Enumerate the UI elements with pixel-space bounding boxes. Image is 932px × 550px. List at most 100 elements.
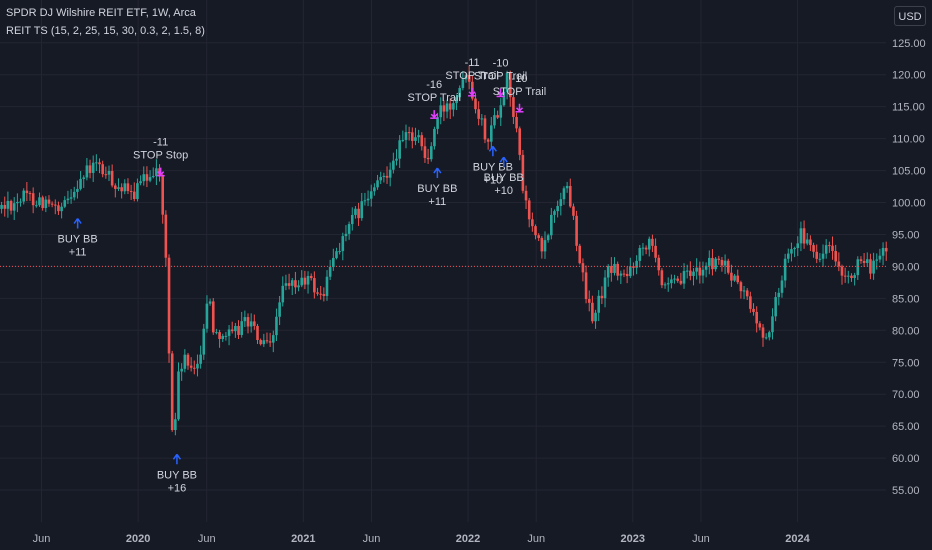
candle-body <box>196 363 199 369</box>
candle-body <box>701 269 705 276</box>
candle-body <box>455 97 458 104</box>
candle-body <box>872 260 875 274</box>
time-axis[interactable]: Jun 2020 Jun 2021 Jun 2022 Jun 2023 Jun 2024 <box>33 533 811 545</box>
candle-body <box>556 206 559 212</box>
candle-body <box>610 266 613 273</box>
candle-body <box>512 97 515 118</box>
candle-body <box>629 266 632 277</box>
price-tick-label: 70.00 <box>892 389 920 401</box>
buy-arrow-icon <box>73 218 82 229</box>
candle-body <box>151 175 155 178</box>
buy-arrow-icon <box>433 167 442 179</box>
buy-arrow-icon <box>488 145 497 157</box>
candle-body <box>322 294 326 296</box>
candle-body <box>344 233 348 237</box>
candle-body <box>850 275 853 278</box>
candle-body <box>120 187 123 192</box>
candle-body <box>53 204 57 206</box>
candle-body <box>148 177 152 181</box>
candle-body <box>379 177 383 181</box>
candle-body <box>805 239 809 244</box>
candle-body <box>281 285 285 303</box>
candle-body <box>613 263 616 273</box>
candle-body <box>215 332 218 334</box>
candle-body <box>859 259 863 261</box>
candle-body <box>237 325 240 335</box>
candle-body <box>243 317 247 322</box>
candle-body <box>50 203 54 205</box>
price-tick-label: 110.00 <box>892 134 925 146</box>
currency-button[interactable]: USD <box>894 6 926 26</box>
candle-body <box>28 193 32 195</box>
candle-body <box>856 259 860 276</box>
candle-body <box>22 190 25 202</box>
symbol-title[interactable]: SPDR DJ Wilshire REIT ETF, 1W, Arca <box>6 7 196 19</box>
candle-body <box>591 302 594 322</box>
candle-body <box>553 211 556 215</box>
candle-body <box>638 247 642 261</box>
candle-body <box>575 215 578 246</box>
candle-body <box>436 117 439 129</box>
candle-body <box>0 204 3 209</box>
price-axis[interactable]: 55.00 60.00 65.00 70.00 75.00 80.00 85.00 90.00… <box>892 38 926 497</box>
candle-body <box>695 267 698 272</box>
candle-body <box>442 105 446 112</box>
candle-body <box>682 271 686 284</box>
candle-body <box>136 183 139 200</box>
indicator-legend[interactable]: REIT TS (15, 2, 25, 15, 30, 0.3, 2, 1.5,… <box>6 25 205 37</box>
candle-body <box>474 98 477 110</box>
candle-body <box>332 257 335 268</box>
candle-body <box>884 247 888 252</box>
candle-body <box>221 335 225 339</box>
candle-body <box>202 328 206 355</box>
candle-body <box>534 226 537 236</box>
candle-body <box>840 266 844 276</box>
candle-body <box>3 204 7 209</box>
time-tick-label: 2021 <box>291 533 315 545</box>
candle-body <box>388 169 392 178</box>
candle-body <box>369 191 373 199</box>
time-tick-label: Jun <box>33 533 51 545</box>
candle-body <box>726 260 730 273</box>
candle-body <box>167 257 171 354</box>
candle-body <box>309 275 313 279</box>
candle-body <box>76 188 79 192</box>
buy-arrow-icon <box>499 156 508 168</box>
candle-body <box>170 353 174 431</box>
candle-body <box>657 257 661 271</box>
candle-body <box>768 332 771 338</box>
candlesticks <box>0 65 888 436</box>
candle-body <box>129 191 133 193</box>
candle-body <box>720 259 724 266</box>
candle-body <box>284 283 288 286</box>
candle-body <box>489 125 493 142</box>
candle-body <box>647 238 651 250</box>
candle-body <box>606 266 610 278</box>
candle-body <box>853 275 856 278</box>
candle-body <box>66 198 70 201</box>
candle-body <box>16 201 19 204</box>
candle-body <box>540 237 544 252</box>
candle-body <box>246 317 250 327</box>
candle-body <box>193 367 196 369</box>
candle-body <box>47 199 51 204</box>
candle-body <box>325 276 329 296</box>
candle-body <box>57 205 60 212</box>
candle-body <box>799 228 803 244</box>
candle-body <box>568 185 572 207</box>
candle-body <box>837 261 841 267</box>
candle-body <box>452 103 455 110</box>
price-tick-label: 105.00 <box>892 166 926 178</box>
candle-body <box>824 245 828 254</box>
candle-body <box>821 253 825 259</box>
candle-body <box>818 258 822 260</box>
candle-body <box>382 175 386 178</box>
candle-body <box>423 146 427 158</box>
candle-body <box>739 282 743 292</box>
candle-body <box>619 273 623 276</box>
candle-body <box>559 199 563 207</box>
candle-body <box>644 247 648 250</box>
candle-body <box>145 174 149 181</box>
candle-body <box>717 258 721 260</box>
